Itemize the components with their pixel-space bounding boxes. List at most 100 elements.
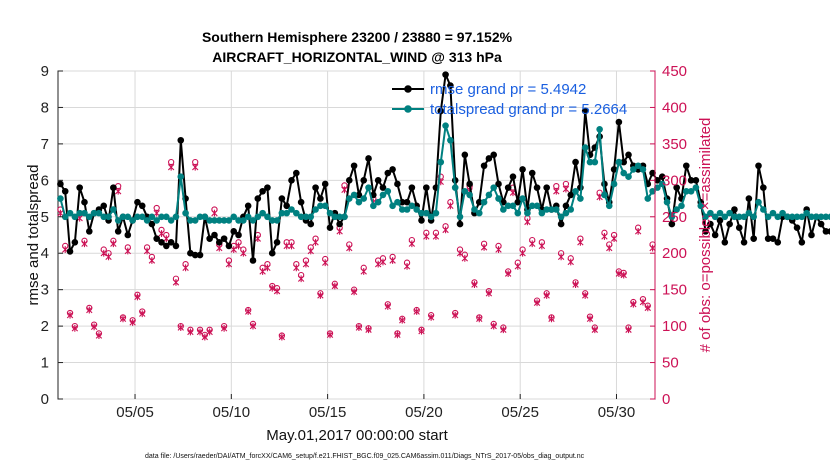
obs-assimilated-point <box>553 187 560 195</box>
legend-rmse-label: rmse grand pr = 5.4942 <box>430 81 586 98</box>
totalspread-point <box>668 213 676 221</box>
totalspread-point <box>721 213 729 221</box>
totalspread-point <box>384 187 392 195</box>
totalspread-point <box>394 198 401 206</box>
totalspread-point <box>663 198 671 206</box>
obs-assimilated-point <box>620 271 627 279</box>
totalspread-point <box>716 209 724 217</box>
totalspread-point <box>456 213 464 221</box>
totalspread-point <box>524 209 531 217</box>
obs-assimilated-point <box>187 328 194 336</box>
rmse-point <box>297 198 305 206</box>
rmse-point <box>533 184 541 191</box>
rmse-point <box>148 220 156 228</box>
totalspread-point <box>225 217 233 224</box>
totalspread-point <box>201 213 209 221</box>
totalspread-point <box>803 209 810 217</box>
totalspread-point <box>654 184 661 191</box>
rmse-point <box>702 228 709 235</box>
totalspread-point <box>293 209 300 217</box>
obs-assimilated-point <box>163 235 170 243</box>
totalspread-point <box>533 202 541 210</box>
obs-assimilated-point <box>403 262 411 270</box>
rmse-point <box>673 184 680 191</box>
obs-assimilated-point <box>244 308 252 315</box>
rmse-point <box>562 202 570 210</box>
totalspread-point <box>519 195 526 202</box>
obs-assimilated-point <box>336 227 343 235</box>
totalspread-point <box>760 206 767 213</box>
rmse-point <box>230 228 238 235</box>
rmse-point <box>625 151 632 159</box>
totalspread-point <box>548 206 555 213</box>
rmse-point <box>528 169 536 177</box>
totalspread-point <box>500 206 507 213</box>
totalspread-point <box>596 126 603 133</box>
totalspread-point <box>187 217 194 224</box>
obs-assimilated-point <box>490 322 497 330</box>
rmse-point <box>134 198 141 206</box>
totalspread-point <box>249 217 257 224</box>
obs-assimilated-point <box>408 240 416 248</box>
totalspread-point <box>259 209 266 217</box>
rmse-point <box>71 238 79 246</box>
rmse-point <box>649 169 656 177</box>
obs-assimilated-point <box>447 202 454 210</box>
obs-assimilated-point <box>110 240 117 248</box>
rmse-point <box>557 220 565 228</box>
y-left-tick-label: 4 <box>41 245 49 262</box>
rmse-point <box>798 238 806 246</box>
obs-assimilated-point <box>529 240 536 248</box>
obs-assimilated-point <box>610 235 618 243</box>
totalspread-point <box>134 213 141 221</box>
totalspread-point <box>620 169 628 177</box>
obs-assimilated-point <box>307 247 314 255</box>
totalspread-point <box>774 213 782 221</box>
totalspread-point <box>81 209 88 217</box>
totalspread-point <box>177 173 185 180</box>
rmse-point <box>345 177 353 184</box>
obs-assimilated-point <box>601 233 608 240</box>
x-tick-label: 05/20 <box>405 404 443 421</box>
y-left-tick-label: 0 <box>41 391 49 408</box>
legend-spread-marker <box>404 105 412 113</box>
rmse-point <box>721 238 729 246</box>
totalspread-point <box>167 217 175 224</box>
obs-assimilated-point <box>452 311 459 319</box>
obs-assimilated-point <box>57 209 64 217</box>
rmse-point <box>408 184 416 191</box>
totalspread-point <box>57 195 64 202</box>
totalspread-point <box>707 209 714 217</box>
obs-assimilated-point <box>557 253 565 261</box>
obs-assimilated-point <box>389 257 396 264</box>
obs-assimilated-point <box>119 315 127 323</box>
totalspread-point <box>442 122 449 129</box>
totalspread-point <box>268 217 276 224</box>
totalspread-point <box>475 209 483 217</box>
rmse-point <box>480 162 488 170</box>
totalspread-point <box>437 158 445 166</box>
x-tick-label: 05/10 <box>213 404 251 421</box>
obs-assimilated-point <box>114 187 122 195</box>
obs-assimilated-point <box>615 270 623 278</box>
obs-assimilated-point <box>485 289 493 297</box>
rmse-point <box>365 155 372 162</box>
obs-assimilated-point <box>394 331 401 339</box>
totalspread-point <box>808 213 815 221</box>
obs-assimilated-point <box>413 308 420 315</box>
totalspread-point <box>731 213 738 221</box>
totalspread-point <box>601 191 608 199</box>
rmse-point <box>177 136 185 144</box>
chart-title-line2: AIRCRAFT_HORIZONTAL_WIND @ 313 hPa <box>212 49 502 65</box>
totalspread-point <box>66 209 74 217</box>
totalspread-point <box>817 213 825 221</box>
obs-assimilated-point <box>240 249 247 257</box>
rmse-point <box>360 177 368 184</box>
totalspread-point <box>711 213 719 221</box>
obs-assimilated-point <box>524 218 531 226</box>
totalspread-point <box>206 217 213 224</box>
rmse-point <box>66 248 74 255</box>
rmse-point <box>519 166 526 173</box>
totalspread-point <box>158 213 165 221</box>
